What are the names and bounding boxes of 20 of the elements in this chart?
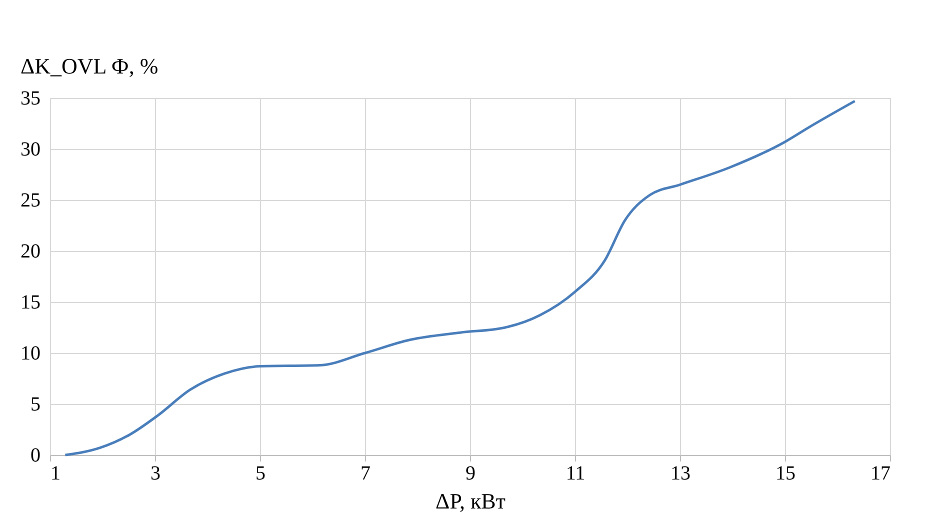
y-tick-label: 10: [20, 342, 40, 364]
x-tick-label: 5: [256, 462, 266, 484]
x-tick-label: 7: [360, 462, 370, 484]
line-series: [64, 100, 856, 456]
y-axis-title: ΔK_OVL Ф, %: [20, 54, 158, 78]
x-tick-label: 13: [670, 462, 690, 484]
y-tick-label: 20: [20, 240, 40, 262]
x-tick-label: 3: [150, 462, 160, 484]
x-tick-label: 1: [50, 462, 60, 484]
x-tick-label: 17: [870, 462, 890, 484]
x-axis-title: ΔP, кВт: [436, 488, 506, 514]
x-tick-label: 15: [776, 462, 796, 484]
y-tick-label: 15: [20, 292, 40, 314]
x-tick-label: 11: [566, 462, 586, 484]
y-tick-label: 35: [20, 88, 40, 110]
x-tick-label: 9: [466, 462, 476, 484]
y-tick-label: 5: [30, 394, 40, 416]
y-tick-label: 30: [20, 138, 40, 160]
y-tick-label: 25: [20, 190, 40, 212]
y-tick-label: 0: [30, 444, 40, 466]
